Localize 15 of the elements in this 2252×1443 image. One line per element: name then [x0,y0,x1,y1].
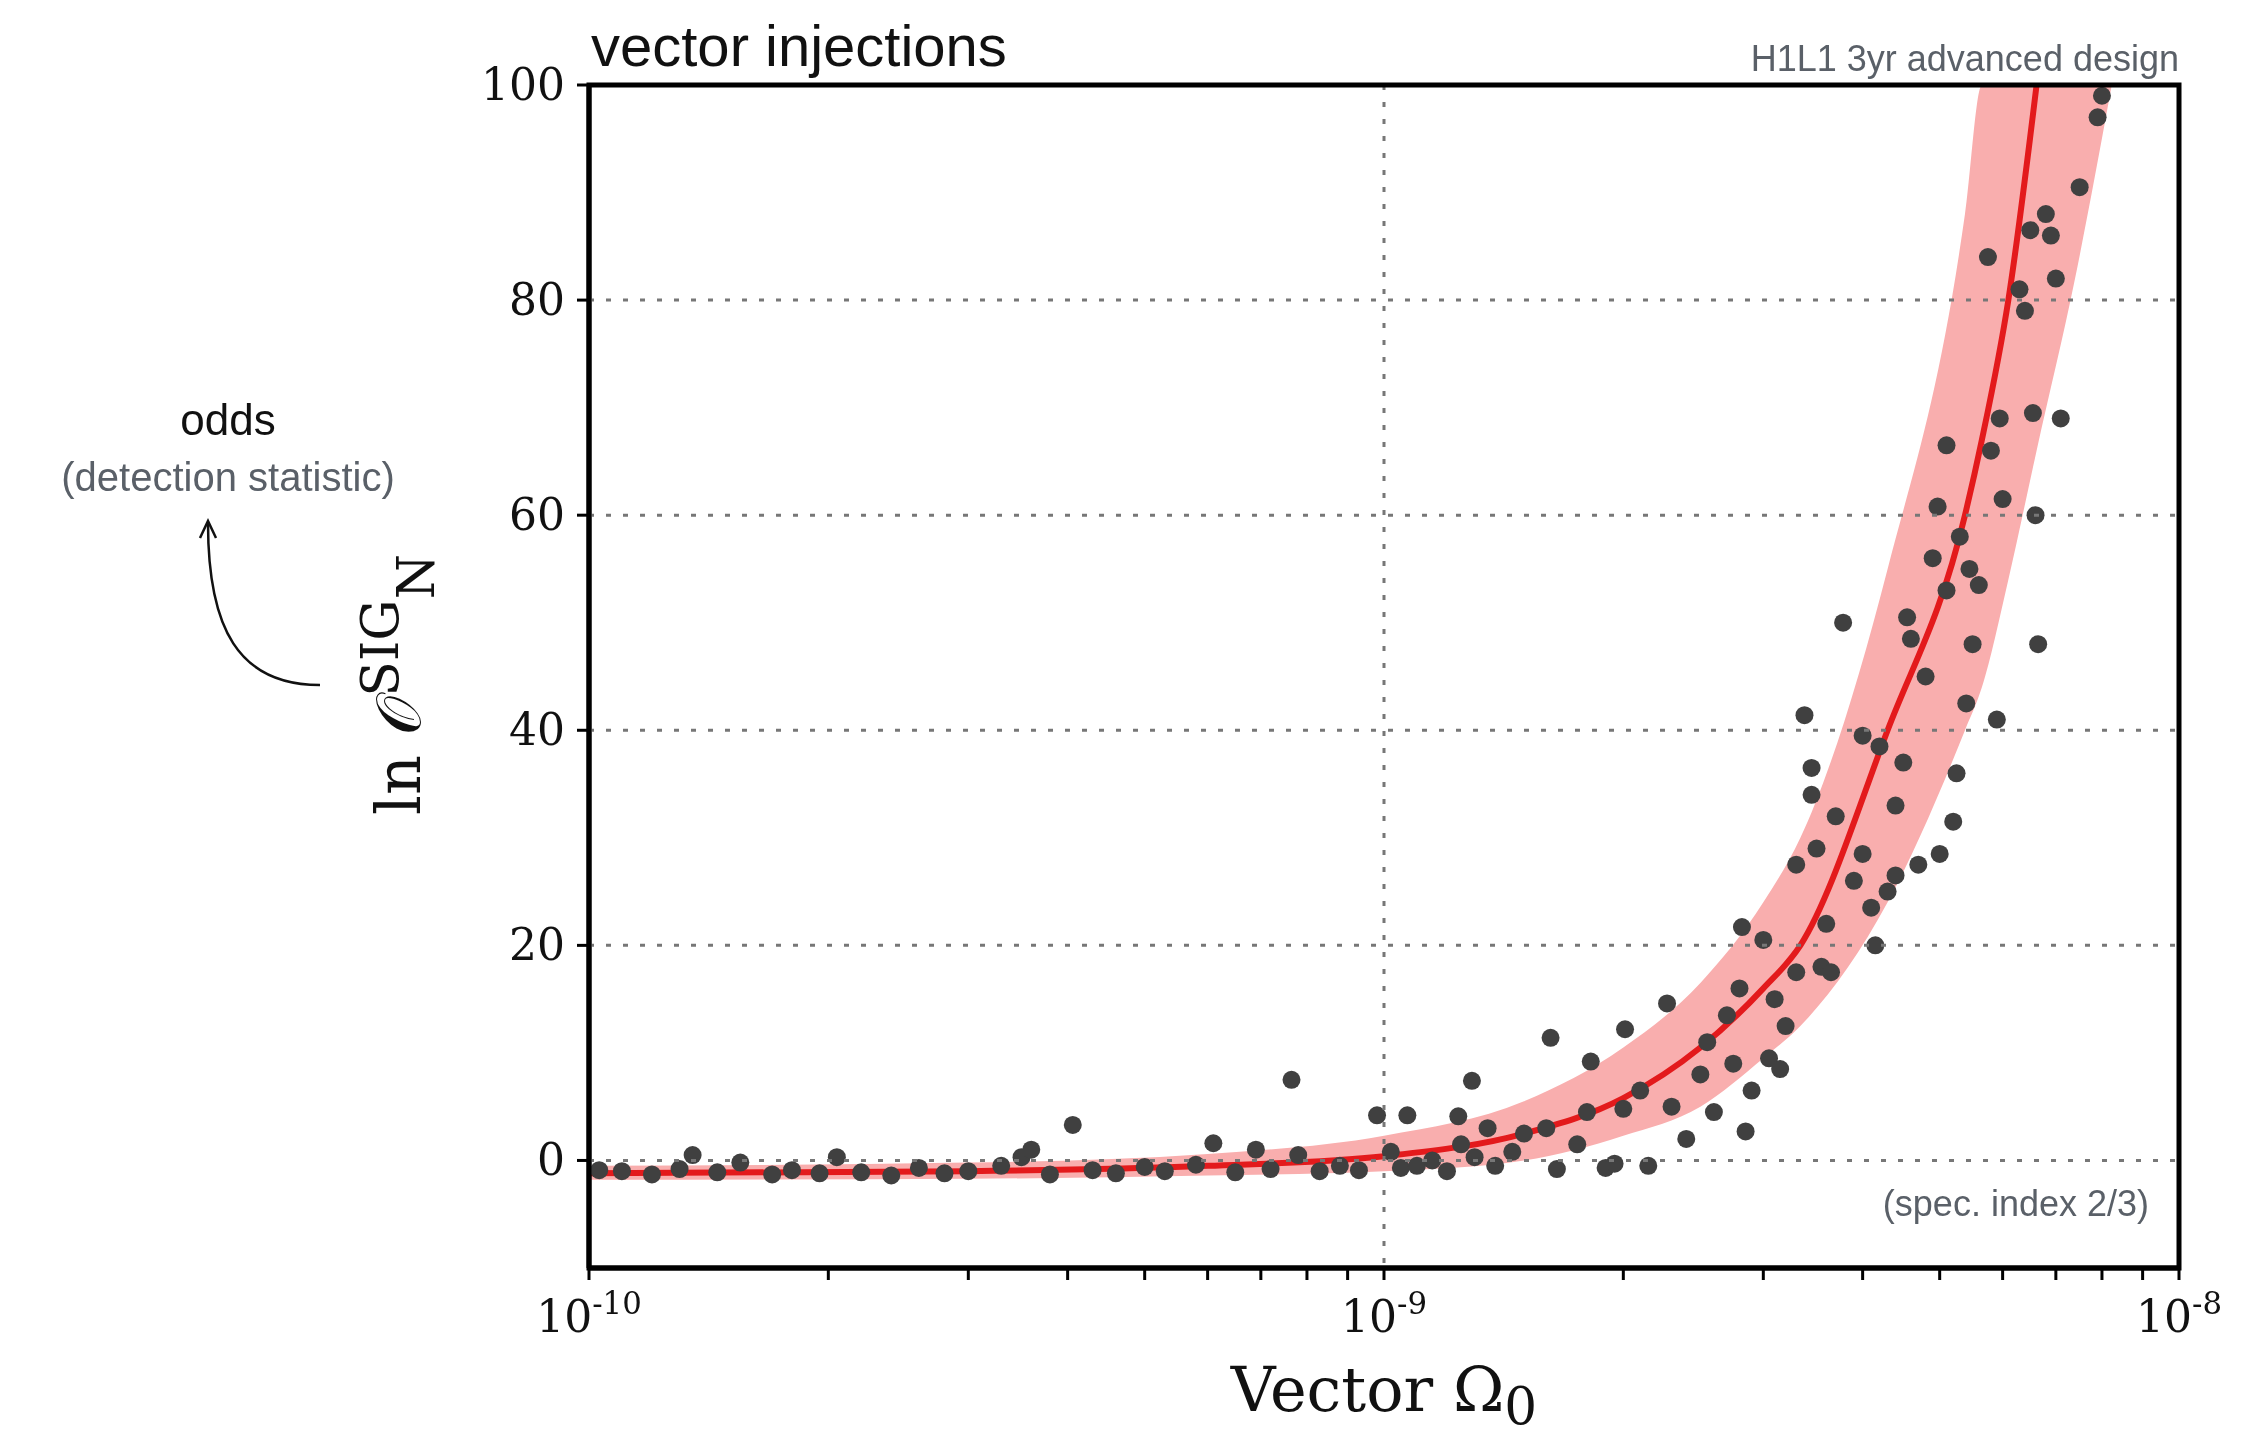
text: odds [179,395,277,445]
y-tick-label: 40 [509,704,565,756]
text: H1L1 3yr advanced design [1750,38,2179,80]
x-tick-label: 10$^{-10}$ [536,1285,642,1342]
x-axis-title: Vector Ω$_{0}$ [1229,1353,1539,1437]
x-tick-label: 10$^{-8}$ [2136,1285,2222,1342]
x-tick-label: 10$^{-9}$ [1341,1285,1427,1342]
y-tick-label: 60 [509,489,565,541]
text: (detection statistic) [60,455,396,500]
y-tick-label: 0 [537,1134,565,1186]
y-tick-label: 80 [509,274,565,326]
y-tick-label: 20 [509,919,565,971]
annotation: (spec. index 2/3) [1882,1183,2149,1225]
y-tick-label: 100 [481,59,565,110]
chart-title: vector injections [591,12,1007,79]
